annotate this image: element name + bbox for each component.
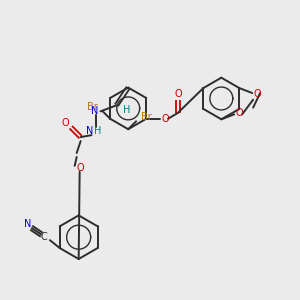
Text: O: O [236, 108, 243, 118]
Text: H: H [122, 105, 130, 116]
Text: O: O [254, 89, 261, 99]
Text: O: O [161, 114, 169, 124]
Text: O: O [77, 163, 85, 173]
Text: O: O [174, 89, 182, 99]
Text: N: N [91, 106, 98, 116]
Text: C: C [40, 232, 47, 242]
Text: Br: Br [141, 112, 152, 122]
Text: O: O [62, 118, 70, 128]
Text: N: N [86, 126, 93, 136]
Text: Br: Br [87, 102, 98, 112]
Text: H: H [94, 126, 101, 136]
Text: N: N [24, 219, 32, 229]
